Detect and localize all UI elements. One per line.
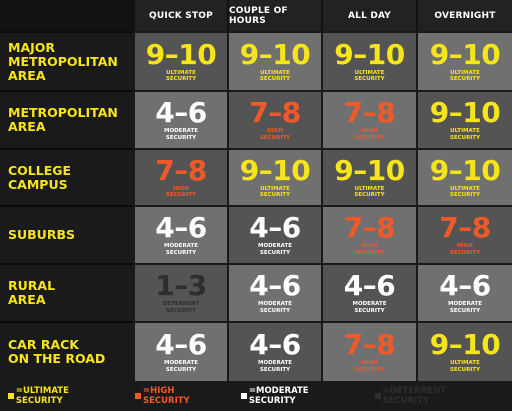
tier-label: MODERATE SECURITY	[257, 243, 293, 256]
legend-label: =ULTIMATE SECURITY	[15, 386, 69, 406]
score-value: 9–10	[429, 96, 501, 129]
legend-label: =MODERATE SECURITY	[248, 386, 309, 406]
score-value: 9–10	[429, 153, 501, 187]
tier-label: HIGH SECURITY	[354, 360, 385, 373]
rating-cell: 9–10 ULTIMATE SECURITY	[227, 148, 321, 205]
rating-cell: 7–8 HIGH SECURITY	[133, 148, 227, 205]
tier-label: ULTIMATE SECURITY	[165, 69, 197, 83]
tier-label: ULTIMATE SECURITY	[259, 185, 291, 199]
score-value: 7–8	[343, 211, 396, 244]
rating-cell: 7–8 HIGH SECURITY	[321, 321, 416, 381]
score-value: 9–10	[429, 37, 501, 71]
legend-label: =HIGH SECURITY	[142, 386, 190, 406]
score-value: 7–8	[249, 96, 301, 129]
score-value: 7–8	[155, 153, 207, 187]
row-label: CAR RACK ON THE ROAD	[0, 321, 133, 381]
score-value: 9–10	[334, 37, 405, 71]
rating-cell: 4–6 MODERATE SECURITY	[133, 321, 227, 381]
row-label: METROPOLITAN AREA	[0, 90, 133, 148]
security-matrix: QUICK STOP COUPLE OF HOURS ALL DAY OVERNIGH…	[0, 0, 512, 381]
score-value: 4–6	[249, 269, 301, 302]
rating-cell: 9–10 ULTIMATE SECURITY	[321, 31, 416, 90]
score-value: 4–6	[155, 211, 207, 244]
rating-cell: 9–10 ULTIMATE SECURITY	[416, 148, 512, 205]
rating-cell: 9–10 ULTIMATE SECURITY	[416, 321, 512, 381]
tier-label: MODERATE SECURITY	[257, 301, 293, 314]
tier-label: MODERATE SECURITY	[163, 360, 199, 373]
score-value: 9–10	[239, 153, 311, 187]
tier-label: MODERATE SECURITY	[163, 243, 199, 256]
legend-label: =DETERRENT SECURITY	[382, 386, 446, 406]
tier-label: MODERATE SECURITY	[257, 360, 293, 373]
column-header: ALL DAY	[321, 0, 416, 31]
column-header: COUPLE OF HOURS	[227, 0, 321, 31]
score-value: 4–6	[155, 96, 207, 129]
legend-item: =DETERRENT SECURITY	[374, 386, 494, 406]
rating-cell: 4–6 MODERATE SECURITY	[416, 263, 512, 321]
corner-cell	[0, 0, 133, 31]
tier-label: HIGH SECURITY	[259, 128, 291, 141]
score-value: 7–8	[439, 211, 491, 244]
score-value: 4–6	[155, 328, 207, 361]
legend-swatch	[374, 393, 381, 399]
legend-item: =HIGH SECURITY	[135, 386, 223, 406]
rating-cell: 4–6 MODERATE SECURITY	[227, 205, 321, 263]
column-header: QUICK STOP	[133, 0, 227, 31]
rating-cell: 9–10 ULTIMATE SECURITY	[416, 31, 512, 90]
tier-label: ULTIMATE SECURITY	[449, 69, 481, 83]
rating-cell: 1–3 DETERRENT SECURITY	[133, 263, 227, 321]
rating-cell: 9–10 ULTIMATE SECURITY	[227, 31, 321, 90]
tier-label: DETERRENT SECURITY	[162, 301, 200, 314]
rating-cell: 9–10 ULTIMATE SECURITY	[133, 31, 227, 90]
tier-label: MODERATE SECURITY	[352, 301, 387, 314]
rating-cell: 4–6 MODERATE SECURITY	[227, 321, 321, 381]
score-value: 4–6	[249, 328, 301, 361]
legend-swatch	[240, 393, 247, 399]
legend-item: =ULTIMATE SECURITY	[8, 386, 117, 406]
score-value: 4–6	[343, 269, 396, 302]
tier-label: ULTIMATE SECURITY	[259, 69, 291, 83]
tier-label: MODERATE SECURITY	[163, 128, 199, 141]
score-value: 4–6	[249, 211, 301, 244]
rating-cell: 4–6 MODERATE SECURITY	[227, 263, 321, 321]
score-value: 4–6	[439, 269, 491, 302]
tier-label: HIGH SECURITY	[165, 185, 197, 199]
score-value: 1–3	[155, 269, 207, 302]
rating-cell: 7–8 HIGH SECURITY	[321, 205, 416, 263]
tier-label: ULTIMATE SECURITY	[354, 69, 385, 83]
score-value: 9–10	[334, 153, 405, 187]
column-header: OVERNIGHT	[416, 0, 512, 31]
rating-cell: 7–8 HIGH SECURITY	[227, 90, 321, 148]
tier-label: HIGH SECURITY	[354, 128, 385, 141]
score-value: 7–8	[343, 96, 396, 129]
score-value: 7–8	[343, 328, 396, 361]
tier-label: HIGH SECURITY	[449, 243, 481, 256]
tier-label: ULTIMATE SECURITY	[354, 185, 385, 199]
score-value: 9–10	[145, 37, 217, 71]
tier-label: ULTIMATE SECURITY	[449, 128, 481, 141]
rating-cell: 7–8 HIGH SECURITY	[321, 90, 416, 148]
row-label: COLLEGE CAMPUS	[0, 148, 133, 205]
tier-label: ULTIMATE SECURITY	[449, 185, 481, 199]
tier-label: ULTIMATE SECURITY	[449, 360, 481, 373]
rating-cell: 4–6 MODERATE SECURITY	[133, 205, 227, 263]
rating-cell: 7–8 HIGH SECURITY	[416, 205, 512, 263]
rating-cell: 4–6 MODERATE SECURITY	[133, 90, 227, 148]
legend-item: =MODERATE SECURITY	[240, 386, 357, 406]
rating-cell: 9–10 ULTIMATE SECURITY	[416, 90, 512, 148]
score-value: 9–10	[239, 37, 311, 71]
row-label: RURAL AREA	[0, 263, 133, 321]
legend-swatch	[135, 393, 141, 399]
legend: =ULTIMATE SECURITY =HIGH SECURITY =MODERAT…	[0, 381, 512, 411]
row-label: SUBURBS	[0, 205, 133, 263]
rating-cell: 4–6 MODERATE SECURITY	[321, 263, 416, 321]
tier-label: MODERATE SECURITY	[447, 301, 483, 314]
rating-cell: 9–10 ULTIMATE SECURITY	[321, 148, 416, 205]
score-value: 9–10	[429, 328, 501, 361]
legend-swatch	[8, 393, 14, 399]
tier-label: HIGH SECURITY	[354, 243, 385, 256]
row-label: MAJOR METROPOLITAN AREA	[0, 31, 133, 90]
